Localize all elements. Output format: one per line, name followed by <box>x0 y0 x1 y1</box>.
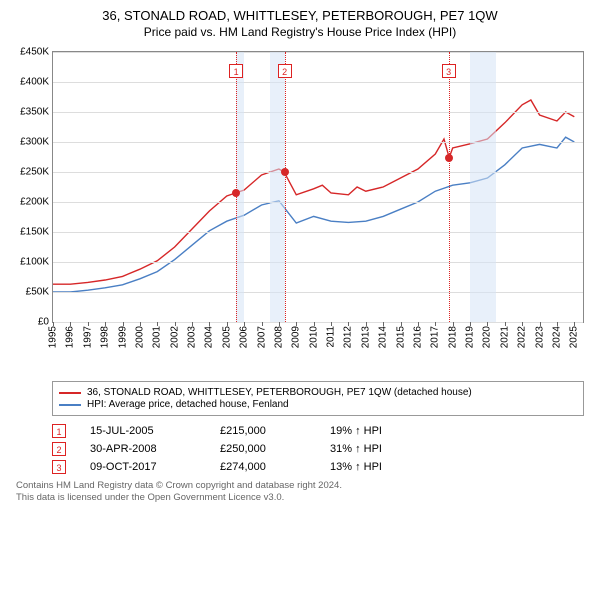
x-tick-label: 2017 <box>430 326 441 348</box>
sale-index-box: 1 <box>52 424 66 438</box>
x-tick-label: 2005 <box>221 326 232 348</box>
sale-price: £250,000 <box>220 443 320 455</box>
sales-table: 1 15-JUL-2005 £215,000 19% ↑ HPI 2 30-APR-200… <box>52 424 584 474</box>
y-tick-label: £50K <box>26 287 49 298</box>
y-tick-label: £450K <box>20 47 49 58</box>
y-gridline <box>53 262 583 263</box>
x-tick-label: 1998 <box>100 326 111 348</box>
y-gridline <box>53 292 583 293</box>
sale-marker-box: 2 <box>278 64 292 78</box>
x-tick-label: 2018 <box>447 326 458 348</box>
sale-marker-line <box>236 52 237 322</box>
sale-date: 15-JUL-2005 <box>90 425 210 437</box>
x-tick-label: 2004 <box>204 326 215 348</box>
y-tick-label: £150K <box>20 227 49 238</box>
x-tick-label: 2015 <box>395 326 406 348</box>
footer-attribution: Contains HM Land Registry data © Crown c… <box>16 480 584 505</box>
y-gridline <box>53 82 583 83</box>
plot-region: £0£50K£100K£150K£200K£250K£300K£350K£400… <box>52 51 584 323</box>
sale-marker-dot <box>232 189 240 197</box>
sale-marker-box: 3 <box>442 64 456 78</box>
legend-label: HPI: Average price, detached house, Fenl… <box>87 399 289 410</box>
series-line-hpi <box>53 137 574 292</box>
y-tick-label: £200K <box>20 197 49 208</box>
sale-row: 1 15-JUL-2005 £215,000 19% ↑ HPI <box>52 424 584 438</box>
x-tick-label: 2016 <box>412 326 423 348</box>
chart-area: £0£50K£100K£150K£200K£250K£300K£350K£400… <box>8 45 592 375</box>
y-tick-label: £300K <box>20 137 49 148</box>
sale-delta: 19% ↑ HPI <box>330 425 440 437</box>
highlight-band <box>270 52 284 322</box>
x-tick-label: 2003 <box>187 326 198 348</box>
x-tick-label: 1996 <box>65 326 76 348</box>
y-gridline <box>53 142 583 143</box>
sale-date: 30-APR-2008 <box>90 443 210 455</box>
x-tick-label: 2021 <box>499 326 510 348</box>
y-gridline <box>53 52 583 53</box>
x-tick-label: 2012 <box>343 326 354 348</box>
x-tick-label: 2008 <box>273 326 284 348</box>
x-tick-label: 2009 <box>291 326 302 348</box>
y-gridline <box>53 322 583 323</box>
legend-label: 36, STONALD ROAD, WHITTLESEY, PETERBOROU… <box>87 387 472 398</box>
x-tick-label: 2022 <box>517 326 528 348</box>
x-tick-label: 2023 <box>534 326 545 348</box>
y-gridline <box>53 202 583 203</box>
highlight-band <box>470 52 496 322</box>
sale-price: £215,000 <box>220 425 320 437</box>
x-tick-label: 1997 <box>82 326 93 348</box>
sale-delta: 31% ↑ HPI <box>330 443 440 455</box>
legend-swatch <box>59 392 81 394</box>
footer-line: Contains HM Land Registry data © Crown c… <box>16 480 584 492</box>
y-tick-label: £100K <box>20 257 49 268</box>
sale-price: £274,000 <box>220 461 320 473</box>
sale-index-box: 2 <box>52 442 66 456</box>
sale-marker-line <box>285 52 286 322</box>
x-tick-label: 2002 <box>169 326 180 348</box>
sale-index-box: 3 <box>52 460 66 474</box>
y-tick-label: £350K <box>20 107 49 118</box>
series-line-property <box>53 100 574 284</box>
x-tick-label: 1995 <box>48 326 59 348</box>
x-tick-label: 2007 <box>256 326 267 348</box>
sale-marker-line <box>449 52 450 322</box>
y-gridline <box>53 172 583 173</box>
chart-title-address: 36, STONALD ROAD, WHITTLESEY, PETERBOROU… <box>8 8 592 23</box>
sale-delta: 13% ↑ HPI <box>330 461 440 473</box>
x-tick-label: 2013 <box>360 326 371 348</box>
x-tick-label: 2011 <box>326 326 337 348</box>
chart-title-sub: Price paid vs. HM Land Registry's House … <box>8 25 592 39</box>
x-tick-label: 2010 <box>308 326 319 348</box>
y-gridline <box>53 232 583 233</box>
sale-marker-dot <box>445 154 453 162</box>
x-tick-label: 2025 <box>569 326 580 348</box>
x-tick-label: 2019 <box>465 326 476 348</box>
x-tick-label: 2014 <box>378 326 389 348</box>
legend-row: HPI: Average price, detached house, Fenl… <box>59 399 577 410</box>
x-tick-label: 2000 <box>134 326 145 348</box>
legend-swatch <box>59 404 81 406</box>
x-tick-label: 2024 <box>551 326 562 348</box>
y-tick-label: £250K <box>20 167 49 178</box>
sale-marker-dot <box>281 168 289 176</box>
x-tick-label: 1999 <box>117 326 128 348</box>
footer-line: This data is licensed under the Open Gov… <box>16 492 584 504</box>
y-tick-label: £400K <box>20 77 49 88</box>
sale-row: 3 09-OCT-2017 £274,000 13% ↑ HPI <box>52 460 584 474</box>
x-tick-label: 2001 <box>152 326 163 348</box>
y-gridline <box>53 112 583 113</box>
legend: 36, STONALD ROAD, WHITTLESEY, PETERBOROU… <box>52 381 584 416</box>
legend-row: 36, STONALD ROAD, WHITTLESEY, PETERBOROU… <box>59 387 577 398</box>
sale-row: 2 30-APR-2008 £250,000 31% ↑ HPI <box>52 442 584 456</box>
x-tick-label: 2020 <box>482 326 493 348</box>
x-tick-label: 2006 <box>239 326 250 348</box>
sale-date: 09-OCT-2017 <box>90 461 210 473</box>
highlight-band <box>236 52 244 322</box>
sale-marker-box: 1 <box>229 64 243 78</box>
